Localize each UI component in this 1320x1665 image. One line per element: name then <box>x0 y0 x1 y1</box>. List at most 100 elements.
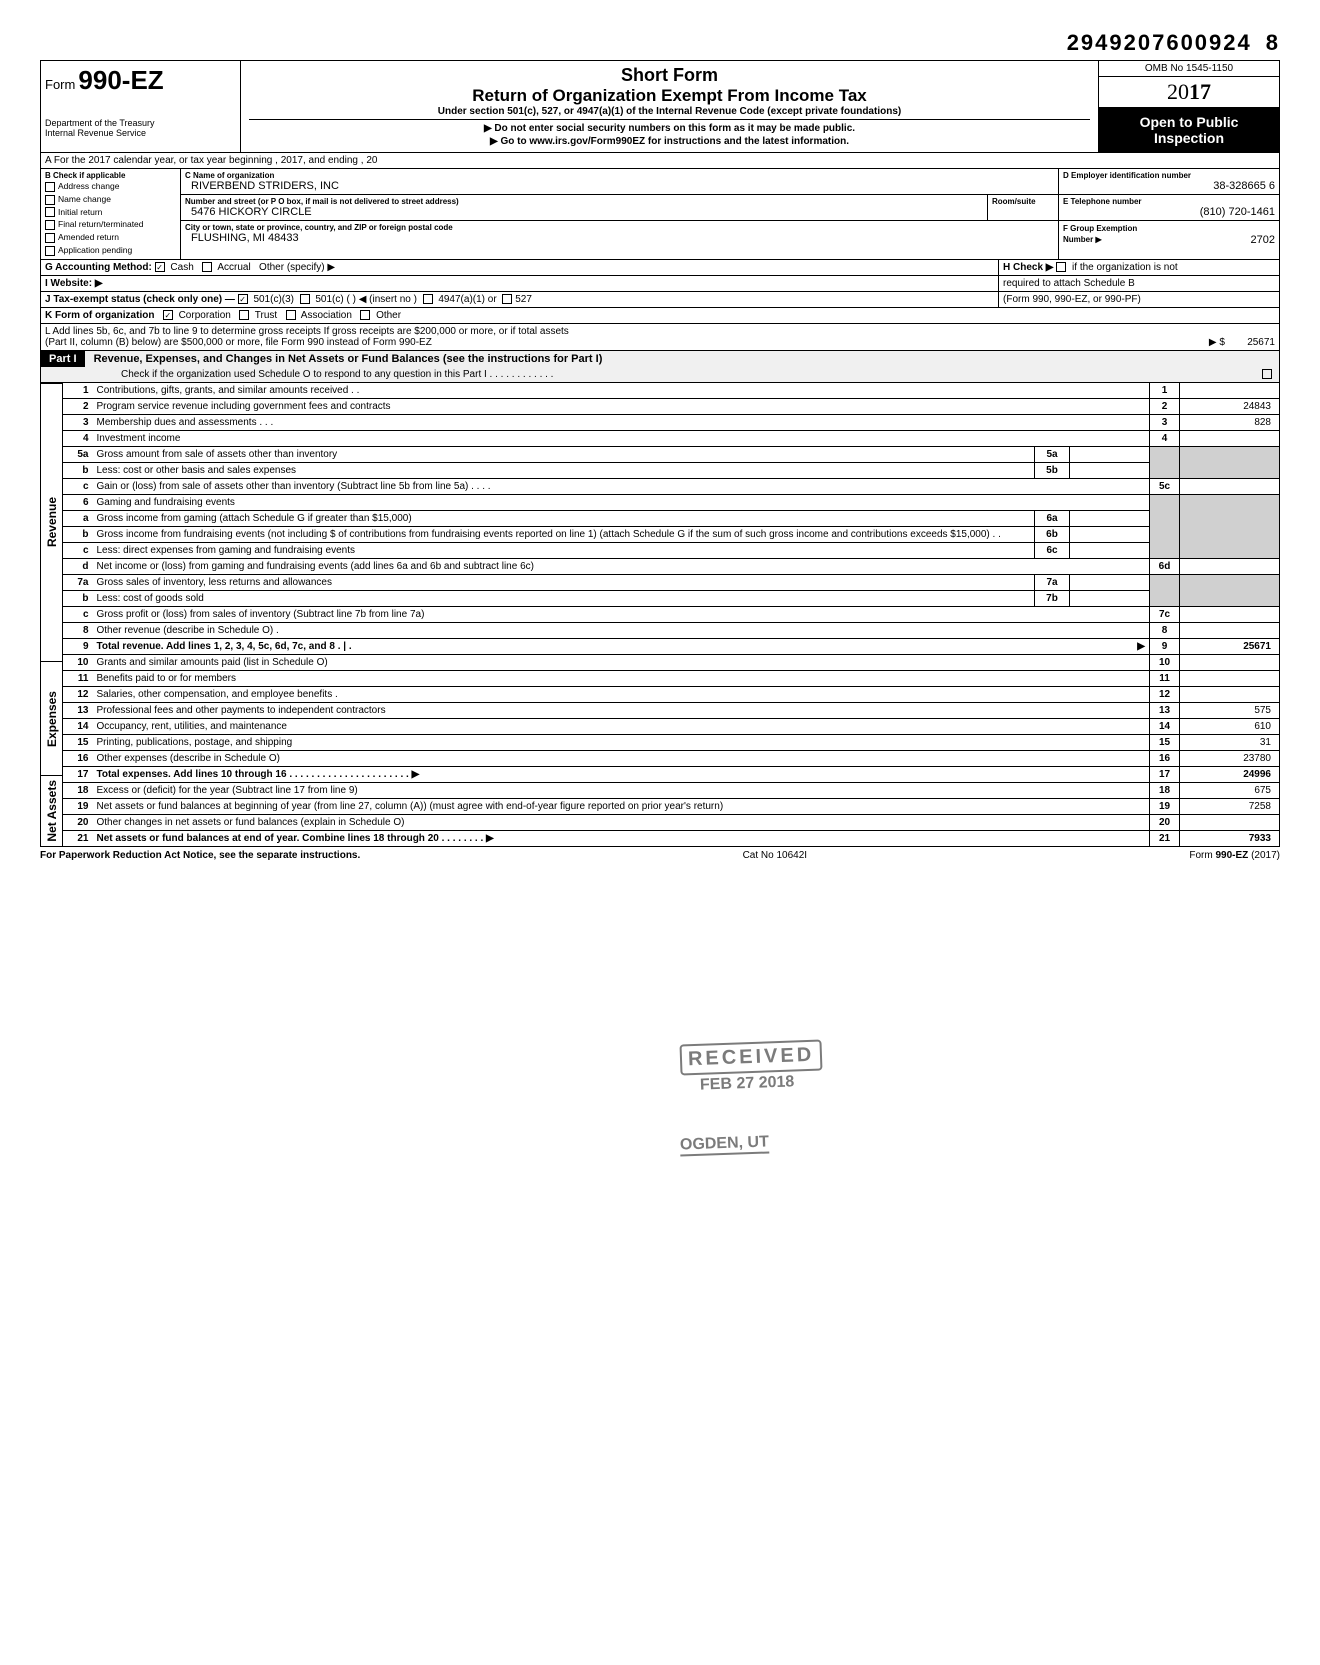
check-initial-return[interactable]: Initial return <box>45 206 176 219</box>
row-e-label: E Telephone number <box>1063 197 1275 206</box>
line-4: 4Investment income4 <box>63 430 1280 446</box>
dept-treasury: Department of the Treasury <box>45 118 236 128</box>
part-1-header: Part I Revenue, Expenses, and Changes in… <box>40 351 1280 383</box>
line-7a: 7aGross sales of inventory, less returns… <box>63 574 1280 590</box>
line-5a: 5aGross amount from sale of assets other… <box>63 446 1280 462</box>
col-b-checks: B Check if applicable Address change Nam… <box>41 169 181 259</box>
check-other-org[interactable] <box>360 310 370 320</box>
tax-year-range: A For the 2017 calendar year, or tax yea… <box>41 153 1279 168</box>
row-h-cont2: (Form 990, 990-EZ, or 990-PF) <box>999 292 1279 307</box>
line-1: 1Contributions, gifts, grants, and simil… <box>63 383 1280 399</box>
tax-year: 2017 <box>1099 77 1279 108</box>
city-state-zip: FLUSHING, MI 48433 <box>185 232 1054 244</box>
dept-irs: Internal Revenue Service <box>45 128 236 138</box>
line-20: 20Other changes in net assets or fund ba… <box>63 814 1280 830</box>
line-12: 12Salaries, other compensation, and empl… <box>63 686 1280 702</box>
row-f-sub: Number ▶ <box>1063 235 1102 244</box>
side-revenue: Revenue <box>45 497 59 547</box>
row-i: I Website: ▶ required to attach Schedule… <box>40 276 1280 292</box>
check-527[interactable] <box>502 294 512 304</box>
form-number: 990-EZ <box>78 65 163 95</box>
check-app-pending[interactable]: Application pending <box>45 244 176 257</box>
ein: 38-328665 6 <box>1063 180 1275 192</box>
omb-number: OMB No 1545-1150 <box>1099 61 1279 77</box>
part-1-desc: Revenue, Expenses, and Changes in Net As… <box>88 351 609 367</box>
line-6c: cLess: direct expenses from gaming and f… <box>63 542 1280 558</box>
check-address-change[interactable]: Address change <box>45 180 176 193</box>
row-k: K Form of organization ✓ Corporation Tru… <box>40 308 1280 324</box>
row-gh: G Accounting Method: ✓ Cash Accrual Othe… <box>40 260 1280 276</box>
lines-block: Revenue Expenses Net Assets 1Contributio… <box>40 383 1280 847</box>
short-form-label: Short Form <box>249 65 1090 86</box>
line-19: 19Net assets or fund balances at beginni… <box>63 798 1280 814</box>
group-exemption-number: 2702 <box>1245 234 1275 246</box>
city-label: City or town, state or province, country… <box>185 223 1054 232</box>
check-association[interactable] <box>286 310 296 320</box>
check-4947[interactable] <box>423 294 433 304</box>
check-501c3[interactable]: ✓ <box>238 294 248 304</box>
check-schedule-o[interactable] <box>1262 369 1272 379</box>
check-name-change[interactable]: Name change <box>45 193 176 206</box>
title-box: Short Form Return of Organization Exempt… <box>241 61 1099 152</box>
lines-table: 1Contributions, gifts, grants, and simil… <box>62 383 1280 847</box>
line-6: 6Gaming and fundraising events <box>63 494 1280 510</box>
stamp-received: RECEIVED <box>680 1040 823 1076</box>
check-accrual[interactable] <box>202 262 212 272</box>
sub-instruction-2: ▶ Go to www.irs.gov/Form990EZ for instru… <box>249 136 1090 147</box>
telephone: (810) 720-1461 <box>1063 206 1275 218</box>
row-d-label: D Employer identification number <box>1063 171 1275 180</box>
col-c-name: C Name of organization RIVERBEND STRIDER… <box>181 169 1059 259</box>
addr-label: Number and street (or P O box, if mail i… <box>185 197 983 206</box>
website-label: I Website: ▶ <box>45 278 103 289</box>
check-corporation[interactable]: ✓ <box>163 310 173 320</box>
paperwork-notice: For Paperwork Reduction Act Notice, see … <box>40 850 360 861</box>
side-expenses: Expenses <box>45 691 59 747</box>
line-2: 2Program service revenue including gover… <box>63 398 1280 414</box>
check-trust[interactable] <box>239 310 249 320</box>
line-9: 9Total revenue. Add lines 1, 2, 3, 4, 5c… <box>63 638 1280 654</box>
open-to-public: Open to Public Inspection <box>1099 108 1279 152</box>
line-6b: bGross income from fundraising events (n… <box>63 526 1280 542</box>
sub-instruction-1: ▶ Do not enter social security numbers o… <box>249 123 1090 134</box>
part-1-sub: Check if the organization used Schedule … <box>121 369 553 380</box>
form-prefix: Form <box>45 77 75 92</box>
row-j: J Tax-exempt status (check only one) — ✓… <box>40 292 1280 308</box>
street-address: 5476 HICKORY CIRCLE <box>185 206 983 218</box>
form-page: 29492076009248 Form 990-EZ Department of… <box>40 30 1280 861</box>
footer: For Paperwork Reduction Act Notice, see … <box>40 847 1280 861</box>
row-c-label: C Name of organization <box>185 171 1054 180</box>
row-l: L Add lines 5b, 6c, and 7b to line 9 to … <box>40 324 1280 351</box>
row-h: H Check ▶ if the organization is not <box>999 260 1279 275</box>
line-13: 13Professional fees and other payments t… <box>63 702 1280 718</box>
check-final-return[interactable]: Final return/terminated <box>45 218 176 231</box>
row-h-cont1: required to attach Schedule B <box>999 276 1279 291</box>
under-section: Under section 501(c), 527, or 4947(a)(1)… <box>249 106 1090 120</box>
org-info-block: B Check if applicable Address change Nam… <box>40 169 1280 260</box>
stamp-ogden: OGDEN, UT <box>680 1133 770 1156</box>
row-j-label: J Tax-exempt status (check only one) — <box>45 294 235 305</box>
check-schedule-b[interactable] <box>1056 262 1066 272</box>
line-8: 8Other revenue (describe in Schedule O) … <box>63 622 1280 638</box>
check-cash[interactable]: ✓ <box>155 262 165 272</box>
row-a: A For the 2017 calendar year, or tax yea… <box>40 153 1280 169</box>
form-ref: Form 990-EZ (2017) <box>1189 850 1280 861</box>
row-l-line1: L Add lines 5b, 6c, and 7b to line 9 to … <box>45 326 1275 337</box>
right-box: OMB No 1545-1150 2017 Open to Public Ins… <box>1099 61 1279 152</box>
line-18: 18Excess or (deficit) for the year (Subt… <box>63 782 1280 798</box>
col-def: D Employer identification number 38-3286… <box>1059 169 1279 259</box>
room-label: Room/suite <box>992 197 1054 206</box>
row-g-label: G Accounting Method: <box>45 262 152 273</box>
line-5c: cGain or (loss) from sale of assets othe… <box>63 478 1280 494</box>
check-501c[interactable] <box>300 294 310 304</box>
check-amended[interactable]: Amended return <box>45 231 176 244</box>
line-5b: bLess: cost or other basis and sales exp… <box>63 462 1280 478</box>
line-7b: bLess: cost of goods sold7b <box>63 590 1280 606</box>
line-16: 16Other expenses (describe in Schedule O… <box>63 750 1280 766</box>
other-method: Other (specify) ▶ <box>259 262 335 273</box>
part-1-label: Part I <box>41 351 85 367</box>
cat-number: Cat No 10642I <box>743 850 808 861</box>
line-7c: cGross profit or (loss) from sales of in… <box>63 606 1280 622</box>
row-k-label: K Form of organization <box>45 310 154 321</box>
header: Form 990-EZ Department of the Treasury I… <box>40 60 1280 153</box>
line-15: 15Printing, publications, postage, and s… <box>63 734 1280 750</box>
